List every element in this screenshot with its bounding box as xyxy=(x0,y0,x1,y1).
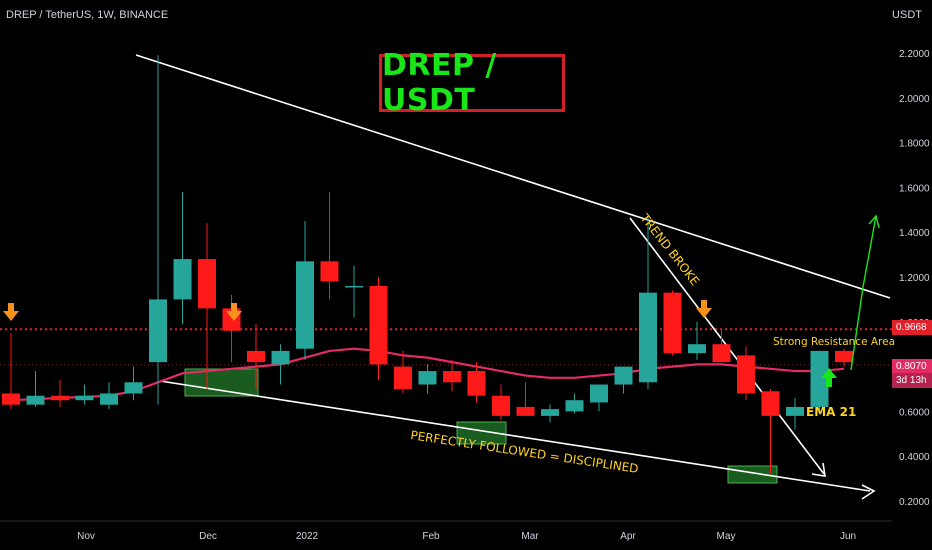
ema-21-line xyxy=(10,347,845,402)
candle-body xyxy=(149,299,167,363)
resistance-price-badge: 0.9668 xyxy=(892,320,932,335)
candle-body xyxy=(51,395,69,401)
green-up-arrow-icon xyxy=(821,368,837,387)
support-zone xyxy=(727,465,778,484)
candle-body xyxy=(663,292,682,354)
candle-body xyxy=(639,292,657,383)
candle-body xyxy=(320,261,339,282)
support-trendline xyxy=(159,380,871,492)
descending-trendline xyxy=(135,54,891,299)
orange-down-arrow-icon xyxy=(696,300,712,318)
candle-body xyxy=(590,384,608,403)
y-tick-label: 1.2000 xyxy=(899,273,930,284)
candle-body xyxy=(247,350,265,363)
candle-body xyxy=(467,371,486,396)
x-tick-label: Apr xyxy=(620,531,636,542)
candle-body xyxy=(198,259,216,309)
x-tick-label: Jun xyxy=(840,531,856,542)
candle-body xyxy=(100,393,118,405)
x-tick-label: Feb xyxy=(422,531,440,542)
candle-body xyxy=(516,406,535,416)
y-tick-label: 1.6000 xyxy=(899,183,930,194)
candle-body xyxy=(173,259,192,300)
x-tick-label: Nov xyxy=(77,531,95,542)
support-zone xyxy=(184,368,259,397)
candle-body xyxy=(614,366,633,385)
candle-body xyxy=(810,350,829,407)
trend-break-arrowhead xyxy=(811,462,826,477)
candle-body xyxy=(394,366,412,389)
chart-title-box: DREP / USDT xyxy=(379,48,565,118)
candle-body xyxy=(2,393,20,405)
last-price-badge: 0.8070 xyxy=(892,359,932,374)
candle-body xyxy=(712,344,731,363)
y-tick-label: 0.4000 xyxy=(899,452,930,463)
candle-body xyxy=(345,285,363,288)
ema-21-label: EMA 21 xyxy=(806,405,856,419)
candle-body xyxy=(688,344,706,354)
symbol-header: DREP / TetherUS, 1W, BINANCE xyxy=(6,9,169,21)
y-tick-label: 0.6000 xyxy=(899,407,930,418)
y-tick-label: 0.2000 xyxy=(899,497,930,508)
support-arrowhead xyxy=(861,484,876,500)
strong-resistance-label: Strong Resistance Area xyxy=(773,336,895,348)
y-tick-label: 2.0000 xyxy=(899,94,930,105)
orange-down-arrow-icon xyxy=(226,303,242,321)
candle-body xyxy=(26,395,45,405)
candle-body xyxy=(296,261,314,349)
y-tick-label: 1.4000 xyxy=(899,228,930,239)
support-zone xyxy=(456,421,507,445)
x-tick-label: Dec xyxy=(199,531,217,542)
candle-body xyxy=(541,409,559,416)
perfectly-followed-label: PERFECTLY FOLLOWED = DISCIPLINED xyxy=(410,428,640,476)
countdown-badge: 3d 13h xyxy=(892,373,932,388)
candle-body xyxy=(565,400,584,412)
candle-body xyxy=(761,391,780,416)
candle-body xyxy=(443,371,461,383)
orange-down-arrow-icon xyxy=(3,303,19,321)
candle-body xyxy=(124,382,143,394)
x-tick-label: Mar xyxy=(521,531,539,542)
candle-body xyxy=(271,350,290,365)
candle-body xyxy=(737,355,755,394)
price-unit: USDT xyxy=(892,9,922,21)
x-tick-label: 2022 xyxy=(296,531,319,542)
projection-arrowhead xyxy=(868,214,880,229)
candle-body xyxy=(786,406,804,416)
candle-body xyxy=(835,350,853,363)
x-tick-label: May xyxy=(717,531,736,542)
candle-body xyxy=(492,395,510,416)
candle-body xyxy=(418,371,437,385)
trend-broke-label: TREND BROKE xyxy=(637,210,702,288)
projection-arrow xyxy=(850,215,877,371)
candle-body xyxy=(75,395,94,401)
y-tick-label: 1.8000 xyxy=(899,139,930,150)
candle-body xyxy=(369,285,388,365)
chart-title: DREP / USDT xyxy=(382,48,497,118)
y-tick-label: 2.2000 xyxy=(899,49,930,60)
